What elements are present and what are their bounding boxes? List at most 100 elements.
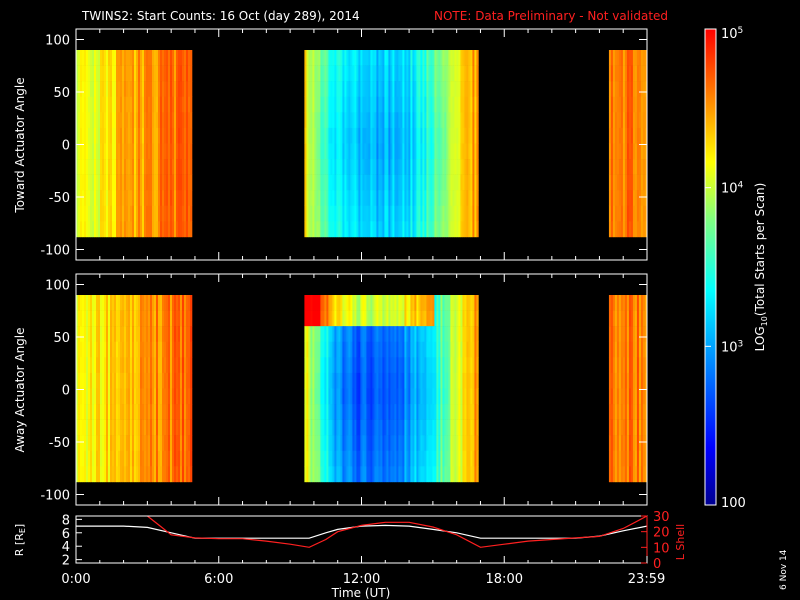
- heatmap-cell: [396, 326, 399, 343]
- heatmap-cell: [126, 143, 129, 160]
- heatmap-cell: [310, 357, 313, 374]
- heatmap-cell: [178, 466, 181, 483]
- heatmap-cell: [472, 50, 475, 66]
- heatmap-cell: [464, 419, 467, 436]
- heatmap-cell: [374, 143, 377, 160]
- heatmap-cell: [150, 127, 153, 144]
- heatmap-cell: [408, 65, 411, 82]
- heatmap-cell: [164, 450, 167, 467]
- heatmap-cell: [146, 112, 149, 129]
- heatmap-cell: [332, 404, 335, 420]
- heatmap-cell: [430, 404, 433, 420]
- heatmap-cell: [130, 326, 133, 343]
- heatmap-cell: [618, 190, 622, 207]
- heatmap-cell: [450, 435, 453, 452]
- heatmap-cell: [416, 221, 419, 238]
- heatmap-cell: [458, 96, 461, 113]
- heatmap-cell: [140, 50, 143, 66]
- heatmap-cell: [444, 81, 447, 98]
- heatmap-cell: [446, 357, 449, 374]
- heatmap-cell: [108, 190, 111, 207]
- heatmap-cell: [162, 450, 165, 467]
- time-tick-label: 18:00: [486, 572, 523, 587]
- heatmap-cell: [94, 435, 97, 452]
- heatmap-cell: [638, 127, 642, 144]
- heatmap-cell: [102, 190, 105, 207]
- heatmap-cell: [402, 112, 405, 129]
- heatmap-cell: [434, 404, 437, 420]
- heatmap-cell: [108, 326, 111, 343]
- heatmap-cell: [628, 388, 632, 405]
- heatmap-cell: [414, 96, 417, 113]
- heatmap-cell: [610, 159, 614, 175]
- heatmap-cell: [460, 357, 463, 374]
- heatmap-cell: [444, 404, 447, 420]
- heatmap-cell: [356, 326, 359, 343]
- heatmap-cell: [144, 221, 147, 238]
- heatmap-cell: [380, 127, 383, 144]
- heatmap-cell: [118, 81, 121, 98]
- heatmap-cell: [426, 372, 429, 389]
- heatmap-cell: [378, 127, 381, 144]
- heatmap-cell: [88, 221, 91, 238]
- heatmap-cell: [608, 81, 612, 98]
- heatmap-cell: [328, 96, 331, 113]
- heatmap-cell: [318, 127, 321, 144]
- toward-y-label: Toward Actuator Angle: [13, 77, 27, 213]
- orbit-panel-frame: [75, 515, 648, 564]
- heatmap-cell: [108, 205, 111, 222]
- heatmap-cell: [458, 65, 461, 82]
- heatmap-cell: [422, 450, 425, 467]
- heatmap-cell: [124, 450, 127, 467]
- heatmap-cell: [370, 143, 373, 160]
- heatmap-cell: [388, 466, 391, 483]
- heatmap-cell: [314, 143, 317, 160]
- heatmap-cell: [320, 174, 323, 191]
- heatmap-cell: [470, 96, 473, 113]
- heatmap-cell: [336, 65, 339, 82]
- heatmap-cell: [402, 65, 405, 82]
- lshell-tick-label: 0: [653, 557, 661, 572]
- heatmap-cell: [152, 326, 155, 343]
- heatmap-cell: [122, 65, 125, 82]
- heatmap-cell: [90, 221, 93, 238]
- heatmap-cell: [348, 81, 351, 98]
- heatmap-cell: [140, 326, 143, 343]
- heatmap-cell: [420, 466, 423, 483]
- heatmap-cell: [434, 419, 437, 436]
- heatmap-cell: [108, 112, 111, 129]
- colorbar-tick-label: 105: [721, 26, 743, 42]
- heatmap-cell: [392, 221, 395, 238]
- heatmap-cell: [332, 295, 335, 311]
- heatmap-cell: [458, 221, 461, 238]
- heatmap-cell: [446, 143, 449, 160]
- heatmap-cell: [112, 127, 115, 144]
- heatmap-cell: [372, 205, 375, 222]
- heatmap-cell: [164, 205, 167, 222]
- heatmap-cell: [396, 159, 399, 175]
- heatmap-cell: [436, 221, 439, 238]
- heatmap-cell: [428, 127, 431, 144]
- heatmap-cell: [144, 81, 147, 98]
- heatmap-cell: [350, 190, 353, 207]
- heatmap-cell: [616, 357, 620, 374]
- heatmap-cell: [626, 65, 630, 82]
- heatmap-cell: [466, 341, 469, 358]
- heatmap-cell: [164, 221, 167, 238]
- heatmap-cell: [466, 96, 469, 113]
- heatmap-cell: [408, 143, 411, 160]
- heatmap-cell: [96, 50, 99, 66]
- heatmap-cell: [90, 357, 93, 374]
- heatmap-cell: [354, 419, 357, 436]
- heatmap-cell: [418, 341, 421, 358]
- heatmap-cell: [324, 435, 327, 452]
- heatmap-cell: [400, 372, 403, 389]
- heatmap-cell: [376, 326, 379, 343]
- heatmap-cell: [176, 310, 179, 327]
- heatmap-cell: [86, 174, 89, 191]
- heatmap-cell: [338, 143, 341, 160]
- heatmap-cell: [638, 50, 642, 66]
- heatmap-cell: [476, 159, 479, 175]
- heatmap-cell: [330, 372, 333, 389]
- heatmap-cell: [112, 112, 115, 129]
